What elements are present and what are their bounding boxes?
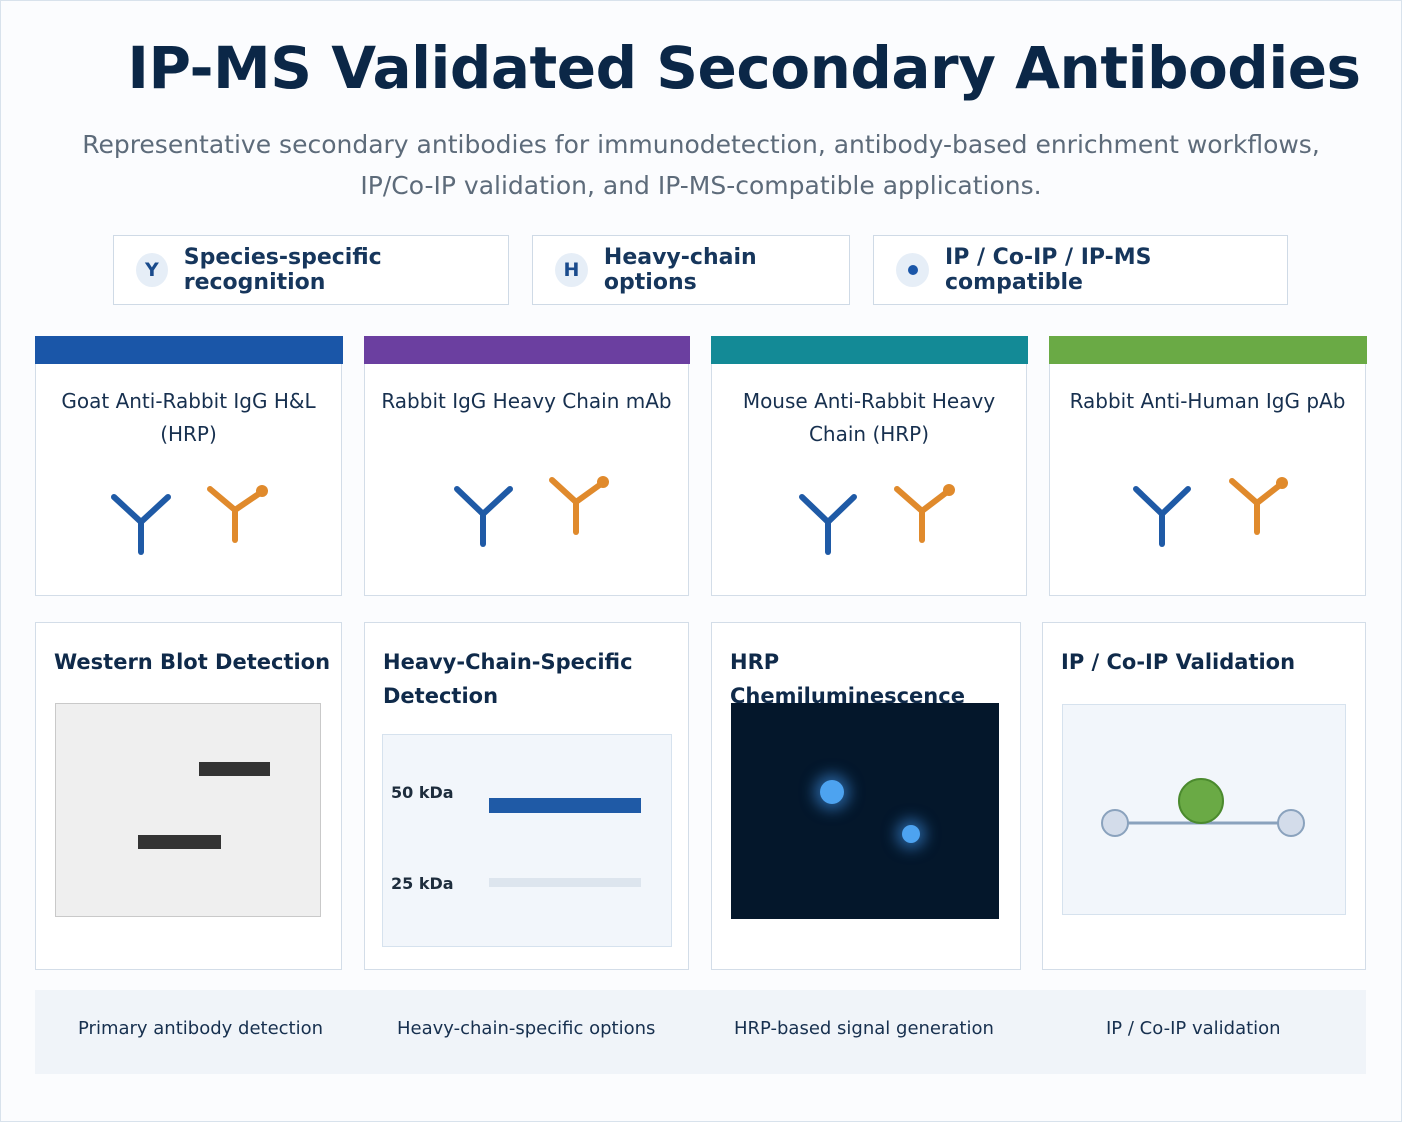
h-badge-icon: H — [555, 253, 588, 287]
feature-species-specific: Y Species-specific recognition — [113, 235, 509, 305]
footer-item: Primary antibody detection — [78, 1018, 324, 1039]
feature-ip-compatible: IP / Co-IP / IP-MS compatible — [873, 235, 1288, 305]
product-accent-bar — [34, 335, 343, 364]
chemiluminescence-panel — [731, 703, 999, 919]
western-blot-panel — [55, 703, 321, 917]
product-card-rabbit-igg-heavy[interactable]: Rabbit IgG Heavy Chain mAb — [363, 335, 690, 596]
antibody-pair-icon — [799, 484, 955, 555]
feature-heavy-chain: H Heavy-chain options — [532, 235, 850, 305]
product-card-goat-anti-rabbit[interactable]: Goat Anti-Rabbit IgG H&L (HRP) — [34, 335, 343, 596]
product-name: Rabbit IgG Heavy Chain mAb — [381, 389, 672, 413]
light-chain-band — [489, 878, 641, 887]
heavy-chain-band — [489, 798, 641, 813]
product-name: Mouse Anti-Rabbit Heavy Chain (HRP) — [742, 389, 996, 446]
product-card-mouse-anti-rabbit[interactable]: Mouse Anti-Rabbit Heavy Chain (HRP) — [710, 335, 1028, 596]
blot-band — [138, 835, 221, 849]
product-accent-bar — [710, 335, 1028, 364]
footer-item: IP / Co-IP validation — [1106, 1018, 1281, 1039]
app-card-western-blot[interactable]: Western Blot Detection — [35, 622, 342, 970]
ip-complex-panel — [1062, 704, 1346, 915]
app-card-ip-validation[interactable]: IP / Co-IP Validation — [1042, 622, 1366, 970]
antibody-pair-icon — [111, 485, 268, 555]
feature-label: IP / Co-IP / IP-MS compatible — [945, 245, 1152, 295]
heavy-chain-gel-panel: 50 kDa 25 kDa — [382, 734, 672, 947]
subtitle-line-2: IP/Co-IP validation, and IP-MS-compatibl… — [360, 171, 1042, 200]
marker-label-high: 50 kDa — [391, 783, 454, 802]
feature-label: Heavy-chain options — [603, 245, 757, 295]
antibody-pair-icon — [1133, 477, 1288, 547]
feature-label: Species-specific recognition — [183, 245, 382, 295]
app-title: Western Blot Detection — [54, 650, 331, 674]
product-accent-bar — [1048, 335, 1367, 364]
protein-complex-icon — [1101, 778, 1305, 837]
product-name: Goat Anti-Rabbit IgG H&L (HRP) — [61, 389, 316, 446]
product-name: Rabbit Anti-Human IgG pAb — [1069, 389, 1346, 413]
antibody-pair-icon — [454, 476, 609, 547]
app-title: Heavy-Chain-Specific Detection — [383, 650, 633, 708]
footer-item: Heavy-chain-specific options — [397, 1018, 656, 1039]
marker-label-low: 25 kDa — [391, 874, 454, 893]
signal-spot — [902, 825, 920, 843]
app-card-chemiluminescence[interactable]: HRP Chemiluminescence — [711, 622, 1021, 970]
product-card-rabbit-anti-human[interactable]: Rabbit Anti-Human IgG pAb — [1048, 335, 1367, 596]
product-accent-bar — [363, 335, 690, 364]
app-title: IP / Co-IP Validation — [1061, 650, 1296, 674]
subtitle-line-1: Representative secondary antibodies for … — [82, 130, 1320, 159]
footer-strip: Primary antibody detection Heavy-chain-s… — [35, 990, 1366, 1074]
y-badge-icon: Y — [136, 253, 168, 287]
app-card-heavy-chain[interactable]: Heavy-Chain-Specific Detection 50 kDa 25… — [364, 622, 689, 970]
dot-badge-icon — [896, 253, 930, 287]
page-subtitle: Representative secondary antibodies for … — [60, 124, 1342, 206]
blot-band — [199, 762, 270, 776]
page-title: IP-MS Validated Secondary Antibodies — [127, 34, 1361, 102]
signal-spot — [820, 780, 844, 804]
footer-item: HRP-based signal generation — [734, 1018, 994, 1039]
